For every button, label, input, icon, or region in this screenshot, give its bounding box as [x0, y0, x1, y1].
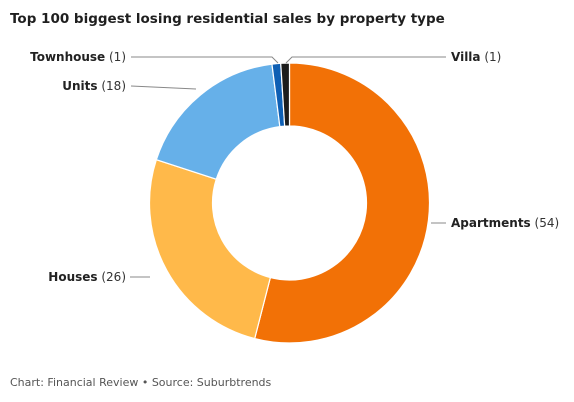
slice-label-name: Apartments — [451, 216, 531, 230]
slice-label-name: Houses — [48, 270, 97, 284]
slice-houses — [148, 158, 272, 340]
leader-line-units — [130, 85, 197, 90]
slice-label-name: Villa — [451, 50, 481, 64]
slice-label-townhouse: Townhouse (1) — [30, 50, 126, 64]
slice-label-value: (54) — [531, 216, 559, 230]
slice-label-value: (1) — [105, 50, 126, 64]
slice-label-value: (26) — [98, 270, 126, 284]
slice-label-name: Townhouse — [30, 50, 105, 64]
slice-villa — [280, 62, 291, 127]
donut-slices — [148, 62, 431, 344]
label-leader-lines — [130, 56, 446, 278]
leader-line-villa — [285, 56, 446, 64]
chart-title: Top 100 biggest losing residential sales… — [10, 11, 445, 27]
slice-apartments — [253, 62, 431, 344]
chart-source-footer: Chart: Financial Review • Source: Suburb… — [10, 376, 272, 389]
leader-line-townhouse — [131, 56, 279, 64]
slice-label-name: Units — [62, 79, 97, 93]
slice-labels: Apartments (54) Houses (26) Units (18) Town… — [30, 50, 559, 284]
slice-label-units: Units (18) — [62, 79, 126, 93]
slice-label-houses: Houses (26) — [48, 270, 126, 284]
slice-label-value: (1) — [481, 50, 502, 64]
slice-units — [155, 63, 281, 180]
slice-label-value: (18) — [98, 79, 126, 93]
slice-label-apartments: Apartments (54) — [451, 216, 559, 230]
slice-label-villa: Villa (1) — [451, 50, 501, 64]
